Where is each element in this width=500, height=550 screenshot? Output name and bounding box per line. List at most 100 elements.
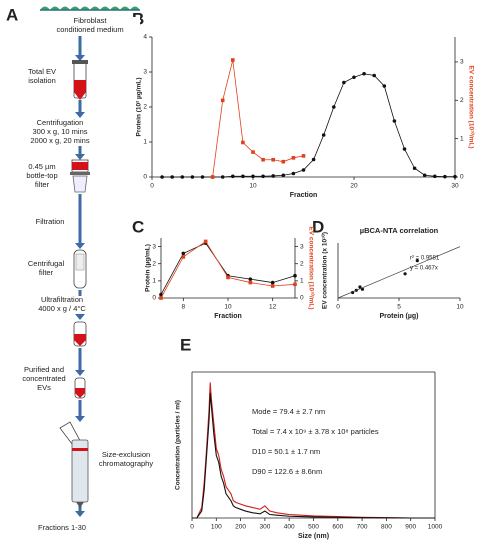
annotation: D10 = 50.1 ± 1.7 nm xyxy=(252,447,320,456)
step-label: Fibroblast xyxy=(74,16,108,25)
x-tick-label: 300 xyxy=(259,524,270,531)
step-label: Fractions 1-30 xyxy=(38,523,86,532)
x-tick-label: 12 xyxy=(269,304,277,311)
step-label: chromatography xyxy=(99,459,153,468)
x-tick-label: 100 xyxy=(211,524,222,531)
marker xyxy=(270,280,275,285)
marker xyxy=(293,282,297,287)
step-label: filter xyxy=(35,180,50,189)
step-label: concentrated xyxy=(22,374,65,383)
x-tick-label: 0 xyxy=(150,183,154,190)
marker xyxy=(352,75,356,80)
marker xyxy=(271,157,275,162)
step-label: filter xyxy=(39,268,54,277)
marker xyxy=(422,173,427,178)
y-axis-label: Concentration (particles / ml) xyxy=(175,400,182,490)
marker xyxy=(301,154,306,158)
marker xyxy=(220,175,225,179)
x-tick-label: 600 xyxy=(332,524,343,531)
marker xyxy=(170,175,174,179)
step-label: Ultrafiltration xyxy=(41,295,83,304)
step-label: 2000 x g, 20 mins xyxy=(30,136,89,145)
marker xyxy=(251,174,255,179)
marker xyxy=(281,173,286,178)
x-tick-label: 800 xyxy=(381,524,392,531)
series-line xyxy=(212,59,304,178)
chart-title: µBCA-NTA correlation xyxy=(360,226,439,235)
x-axis-label: Fraction xyxy=(214,313,242,320)
annotation: D90 = 122.6 ± 8.6nm xyxy=(252,467,322,476)
marker xyxy=(311,157,316,162)
marker xyxy=(270,284,275,288)
step-label: 4000 x g / 4°C xyxy=(38,304,86,313)
marker xyxy=(200,175,205,179)
annotation: y = 0.467x xyxy=(410,266,438,272)
y-axis-label: Protein (µg/mL) xyxy=(145,244,152,292)
step-label: Filtration xyxy=(36,217,65,226)
step-label: 0.45 µm xyxy=(28,162,55,171)
marker xyxy=(160,175,164,179)
y-tick-label: 0 xyxy=(143,174,147,181)
x-tick-label: 500 xyxy=(308,524,319,531)
y-tick-label: 1 xyxy=(152,278,156,285)
y2-axis-label: EV concentration (10¹⁰/mL) xyxy=(307,226,315,309)
marker xyxy=(210,175,215,179)
step-label: 300 x g, 10 mins xyxy=(32,127,87,136)
x-tick-label: 200 xyxy=(235,524,246,531)
step-label: Centrifugation xyxy=(37,118,84,127)
x-tick-label: 10 xyxy=(249,183,257,190)
x-tick-label: 30 xyxy=(451,183,459,190)
chart: 0 100 200 300 400 500 600 700 800 900 1000 Size (nm… xyxy=(175,371,443,540)
marker xyxy=(402,147,407,151)
marker xyxy=(226,275,230,280)
x-tick-label: 700 xyxy=(357,524,368,531)
marker xyxy=(291,171,296,176)
point xyxy=(358,285,362,289)
series-line xyxy=(192,392,435,519)
y-tick-label: 3 xyxy=(152,243,156,250)
y2-axis-label: EV concentration (10¹⁰/mL) xyxy=(467,65,475,148)
y-tick-label: 4 xyxy=(143,34,147,41)
x-tick-label: 1000 xyxy=(428,524,443,531)
annotation: Mode = 79.4 ± 2.7 nm xyxy=(252,407,325,416)
marker xyxy=(321,133,326,137)
marker xyxy=(443,174,447,179)
step-labels: Fibroblast conditioned medium Total EV i… xyxy=(22,16,153,532)
y2-tick-label: 0 xyxy=(460,174,464,181)
y2-tick-label: 3 xyxy=(300,243,304,250)
step-label: Size-exclusion xyxy=(102,450,150,459)
marker xyxy=(248,277,253,281)
series-line xyxy=(160,240,296,299)
marker xyxy=(362,71,366,76)
x-tick-label: 0 xyxy=(190,524,194,531)
x-tick-label: 5 xyxy=(397,304,401,311)
step-label: conditioned medium xyxy=(56,25,123,34)
marker xyxy=(261,174,265,179)
marker xyxy=(271,174,276,178)
y-tick-label: 2 xyxy=(143,104,147,111)
panel-label: E xyxy=(180,335,191,354)
marker xyxy=(241,174,245,179)
marker xyxy=(190,175,195,179)
y-tick-label: 3 xyxy=(143,69,147,76)
y2-tick-label: 1 xyxy=(460,135,464,142)
marker xyxy=(392,119,397,123)
y2-tick-label: 3 xyxy=(460,59,464,66)
step-label: Centrifugal xyxy=(28,259,65,268)
marker xyxy=(332,105,336,109)
x-axis-label: Size (nm) xyxy=(298,533,329,540)
y2-tick-label: 2 xyxy=(460,97,464,104)
marker xyxy=(281,159,286,164)
x-tick-label: 900 xyxy=(405,524,416,531)
marker xyxy=(293,273,297,278)
marker xyxy=(453,174,457,179)
workflow: Fibroblast conditioned medium Total EV i… xyxy=(22,6,153,532)
marker xyxy=(382,84,387,88)
step-label: EVs xyxy=(37,383,51,392)
series-line xyxy=(162,73,455,178)
y2-tick-label: 2 xyxy=(300,260,304,267)
marker xyxy=(342,80,346,85)
marker xyxy=(301,168,306,172)
